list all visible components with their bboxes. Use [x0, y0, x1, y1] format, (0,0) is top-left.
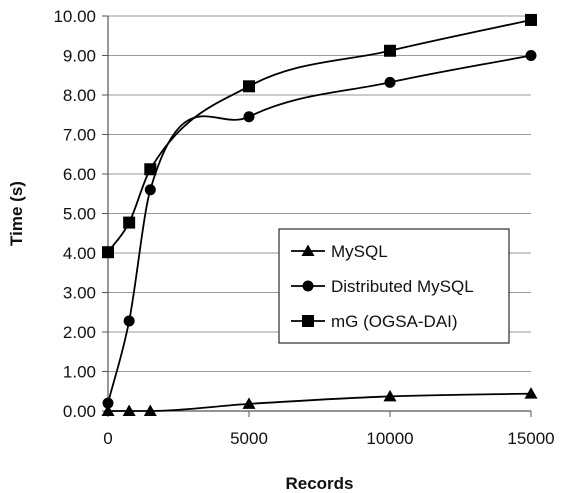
y-tick-label: 9.00	[63, 47, 96, 66]
y-tick-label: 7.00	[63, 126, 96, 145]
data-point-circle	[384, 76, 396, 88]
x-tick-labels: 0 5000 10000 15000	[103, 429, 554, 448]
y-tick-label: 8.00	[63, 86, 96, 105]
y-tick-label: 10.00	[53, 7, 96, 26]
series-circle	[102, 50, 537, 409]
y-tick-label: 2.00	[63, 323, 96, 342]
series-line	[107, 392, 532, 412]
data-point-square	[243, 80, 255, 93]
x-tick-label: 15000	[507, 429, 554, 448]
x-axis-title: Records	[285, 474, 353, 493]
data-point-square	[102, 246, 114, 259]
legend-marker-circle	[302, 280, 314, 292]
x-tick-label: 5000	[230, 429, 268, 448]
data-point-circle	[243, 111, 255, 123]
series-square	[102, 13, 537, 259]
legend-label: mG (OGSA-DAI)	[331, 312, 458, 331]
x-tick-label: 0	[103, 429, 112, 448]
data-point-square	[123, 216, 136, 229]
data-point-circle	[144, 184, 156, 196]
legend-label: MySQL	[331, 242, 388, 261]
y-tick-label: 5.00	[63, 205, 96, 224]
y-axis-title: Time (s)	[7, 181, 26, 246]
y-tick-label: 3.00	[63, 284, 96, 303]
data-point-circle	[102, 397, 114, 409]
x-tick-label: 10000	[366, 429, 413, 448]
series-line	[107, 19, 532, 253]
y-tick-label: 0.00	[63, 402, 96, 421]
y-tick-label: 4.00	[63, 244, 96, 263]
data-point-circle	[123, 315, 135, 327]
y-tick-label: 1.00	[63, 363, 96, 382]
data-point-square	[144, 163, 157, 176]
data-point-triangle	[242, 397, 256, 409]
legend-marker-triangle	[301, 244, 315, 256]
legend-marker-square	[302, 315, 314, 327]
y-tick-label: 6.00	[63, 165, 96, 184]
series-triangle	[101, 387, 538, 416]
data-point-triangle	[122, 404, 136, 416]
data-point-triangle	[524, 387, 538, 399]
data-point-square	[384, 44, 396, 57]
legend: MySQL Distributed MySQL mG (OGSA-DAI)	[278, 228, 510, 344]
y-tick-labels: 0.00 1.00 2.00 3.00 4.00 5.00 6.00 7.00 8.00 9.00…	[53, 7, 96, 421]
data-point-circle	[525, 50, 537, 61]
axes	[102, 15, 532, 417]
legend-label: Distributed MySQL	[331, 277, 474, 296]
gridlines	[108, 15, 531, 372]
series-group	[101, 13, 538, 416]
data-point-triangle	[101, 404, 115, 416]
data-point-triangle	[143, 404, 157, 416]
data-point-square	[525, 13, 537, 26]
data-point-triangle	[383, 389, 397, 402]
